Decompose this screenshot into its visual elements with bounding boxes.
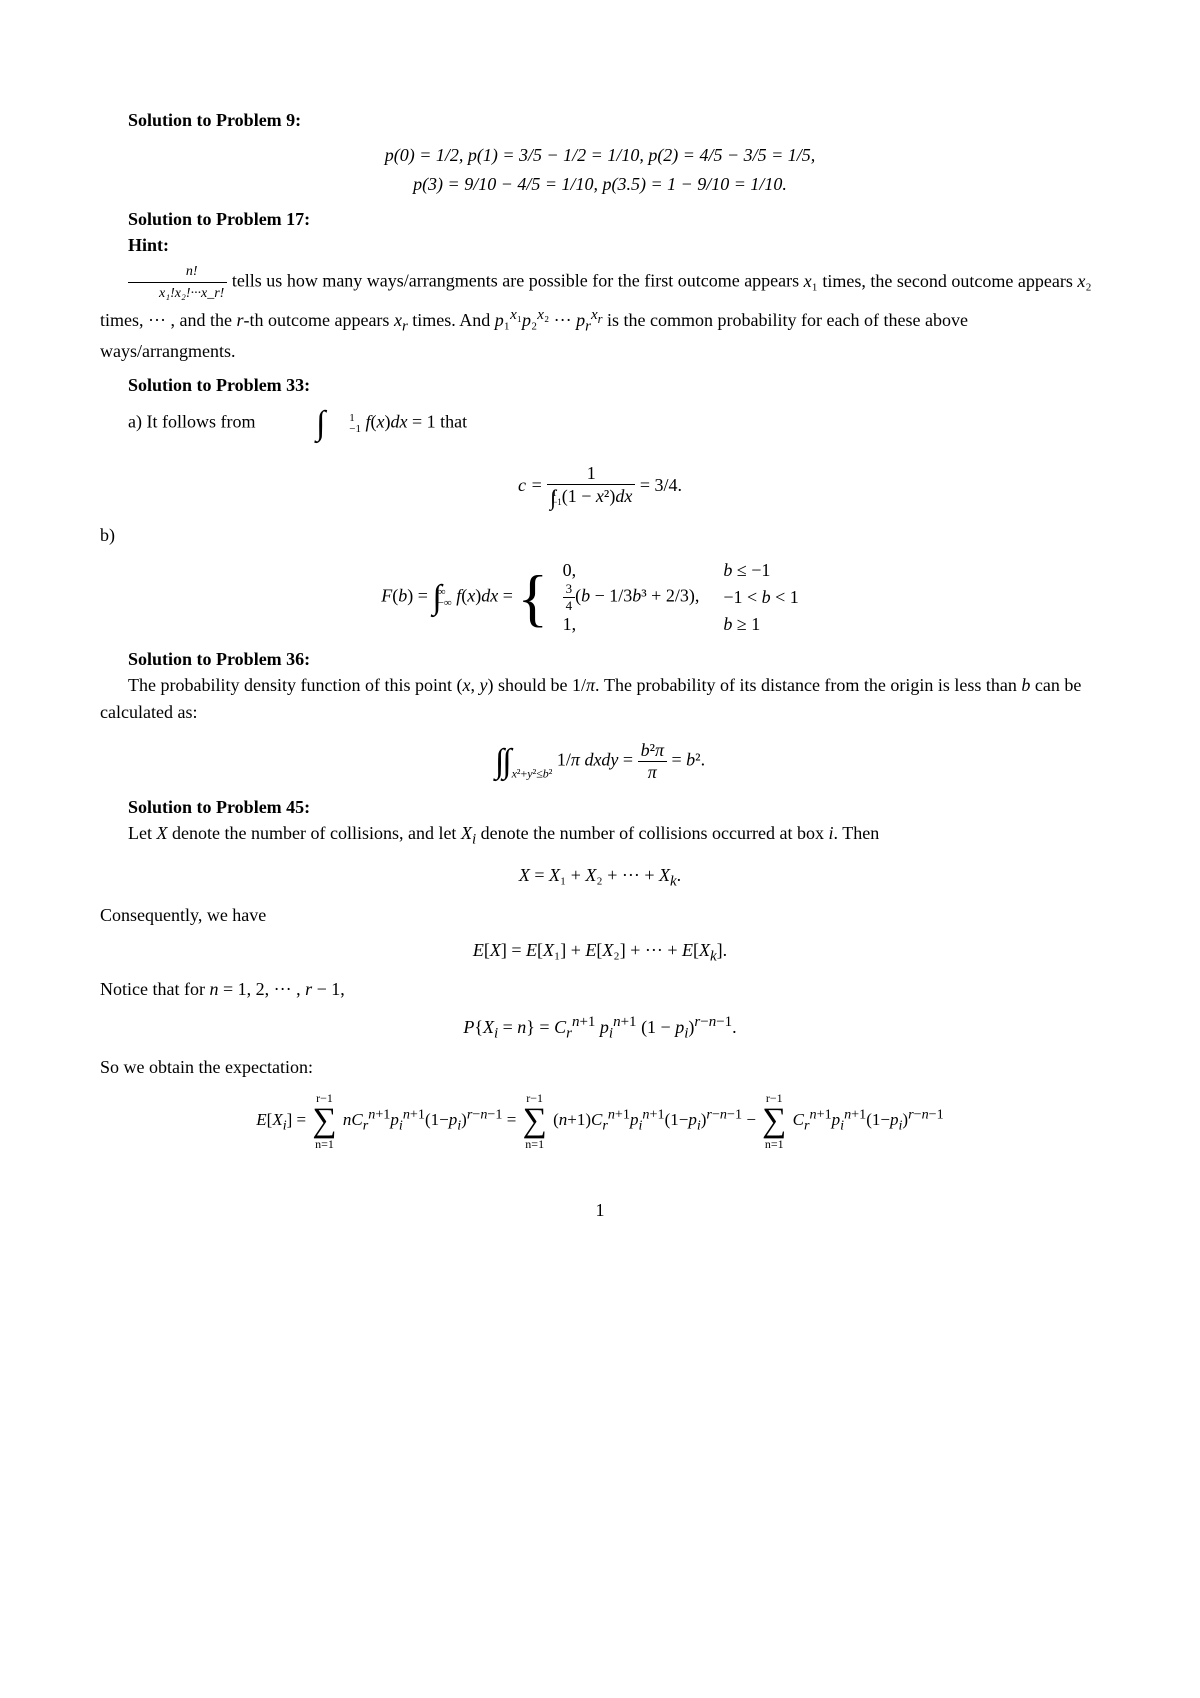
- frac-num: 1: [547, 463, 635, 485]
- math-p33-c: c = 1 ∫1−1(1 − x²)dx = 3/4.: [100, 463, 1100, 511]
- math-content: p(3) = 9/10 − 4/5 = 1/10, p(3.5) = 1 − 9…: [413, 174, 787, 194]
- math-content: p(0) = 1/2, p(1) = 3/5 − 1/2 = 1/10, p(2…: [385, 145, 816, 165]
- integration-domain: x²+y²≤b²: [512, 767, 553, 781]
- sigma-icon: ∑: [312, 1104, 336, 1138]
- case1-left: 0,: [559, 560, 720, 581]
- frac-den: x₁!x₂!···x_r!: [128, 283, 227, 304]
- section-title-p17: Solution to Problem 17:: [100, 209, 1100, 230]
- cases-table: 0, b ≤ −1 3 4 (b − 1/3b³ + 2/3), −1 < b …: [559, 560, 819, 635]
- sigma-icon: ∑: [762, 1104, 786, 1138]
- case2-frac: 3 4: [563, 581, 576, 614]
- p45-text1: Let X denote the number of collisions, a…: [100, 820, 1100, 851]
- left-brace: {: [517, 566, 548, 630]
- p45-text2: Consequently, we have: [100, 905, 1100, 926]
- frac-den: π: [638, 762, 667, 783]
- sum-bot: n=1: [523, 1138, 547, 1150]
- sigma-icon: ∑: [523, 1104, 547, 1138]
- text: n!: [186, 264, 198, 279]
- math-p45-eq1: X = X₁ + X₂ + ··· + Xk.: [100, 865, 1100, 891]
- frac-den: ∫1−1(1 − x²)dx: [547, 485, 635, 511]
- frac-num: n!: [128, 261, 227, 283]
- section-title-p45: Solution to Problem 45:: [100, 797, 1100, 818]
- p33-c-frac: 1 ∫1−1(1 − x²)dx: [547, 463, 635, 511]
- p33-a-text: a) It follows from ∫1−1 f(x)dx = 1 that: [100, 398, 1100, 449]
- p17-fraction: n! x₁!x₂!···x_r!: [128, 261, 227, 304]
- section-title-p36: Solution to Problem 36:: [100, 649, 1100, 670]
- section-title-p9: Solution to Problem 9:: [100, 110, 1100, 131]
- p45-text3: Notice that for n = 1, 2, ··· , r − 1,: [100, 979, 1100, 1000]
- math-p33-Fb: F(b) = ∫∞−∞ f(x)dx = { 0, b ≤ −1 3 4 (b …: [100, 560, 1100, 635]
- math-p45-eq2: E[X] = E[X₁] + E[X₂] + ··· + E[Xk].: [100, 940, 1100, 966]
- math-p36: ∫∫x²+y²≤b² 1/π dxdy = b²π π = b².: [100, 740, 1100, 783]
- p17-hint: Hint:: [100, 232, 1100, 259]
- frac-den: 4: [563, 598, 576, 614]
- math-p45-eq3: P{Xi = n} = Crn+1 pin+1 (1 − pi)r−n−1.: [100, 1014, 1100, 1043]
- math-p9-eq1: p(0) = 1/2, p(1) = 3/5 − 1/2 = 1/10, p(2…: [100, 145, 1100, 166]
- p33-b-label: b): [100, 525, 1100, 546]
- text: x₁!x₂!···x_r!: [159, 286, 224, 301]
- text: (b − 1/3b³ + 2/3),: [575, 586, 699, 606]
- section-title-p33: Solution to Problem 33:: [100, 375, 1100, 396]
- sum-bot: n=1: [312, 1138, 336, 1150]
- sum-2: r−1 ∑ n=1: [523, 1092, 547, 1150]
- case3-right: b ≥ 1: [719, 614, 818, 635]
- frac-num: b²π: [638, 740, 667, 762]
- text: c =: [518, 475, 547, 495]
- hint-label: Hint:: [128, 235, 169, 255]
- p45-text4: So we obtain the expectation:: [100, 1057, 1100, 1078]
- case1-right: b ≤ −1: [719, 560, 818, 581]
- sum-1: r−1 ∑ n=1: [312, 1092, 336, 1150]
- p17-text1: tells us how many ways/arrangments are p…: [227, 271, 803, 291]
- case3-left: 1,: [559, 614, 720, 635]
- text: = 3/4.: [640, 475, 682, 495]
- math-p9-eq2: p(3) = 9/10 − 4/5 = 1/10, p(3.5) = 1 − 9…: [100, 174, 1100, 195]
- p17-body: n! x₁!x₂!···x_r! tells us how many ways/…: [100, 261, 1100, 365]
- case2-left: 3 4 (b − 1/3b³ + 2/3),: [559, 581, 720, 614]
- case2-right: −1 < b < 1: [719, 581, 818, 614]
- math-p45-EXi: E[Xi] = r−1 ∑ n=1 nCrn+1pin+1(1−pi)r−n−1…: [100, 1092, 1100, 1150]
- frac-num: 3: [563, 581, 576, 598]
- sum-bot: n=1: [762, 1138, 786, 1150]
- p36-frac: b²π π: [638, 740, 667, 783]
- page-number: 1: [100, 1200, 1100, 1221]
- sum-3: r−1 ∑ n=1: [762, 1092, 786, 1150]
- p36-text1: The probability density function of this…: [100, 672, 1100, 726]
